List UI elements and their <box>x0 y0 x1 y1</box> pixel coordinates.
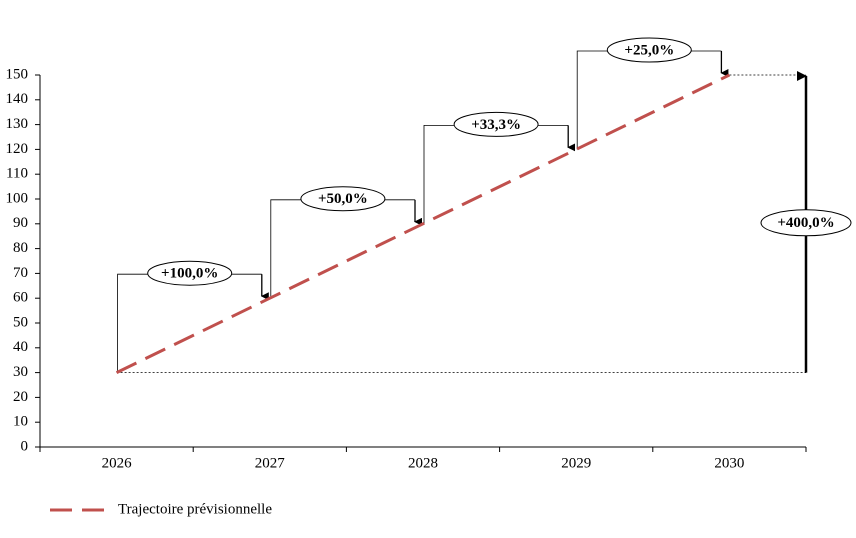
x-tick-label: 2030 <box>714 455 744 471</box>
y-tick-label: 50 <box>13 314 28 330</box>
y-tick-label: 60 <box>13 290 28 306</box>
annotation-bubble <box>300 186 386 212</box>
x-tick-label: 2028 <box>408 455 438 471</box>
annotation: +25,0% <box>624 42 674 58</box>
legend-label: Trajectoire prévisionnelle <box>118 501 272 517</box>
annotation: +100,0% <box>161 266 218 282</box>
y-tick-label: 40 <box>13 339 28 355</box>
y-tick-label: 90 <box>13 215 28 231</box>
y-tick-label: 130 <box>6 116 29 132</box>
x-tick-label: 2026 <box>102 455 133 471</box>
data-line <box>115 73 731 374</box>
y-tick-label: 100 <box>6 190 29 206</box>
annotation-bubble <box>760 209 852 237</box>
annotation-bubble <box>606 37 692 63</box>
y-tick-label: 120 <box>6 141 29 157</box>
y-tick-label: 0 <box>21 438 29 454</box>
annotation-bubble <box>453 111 539 137</box>
y-tick-label: 30 <box>13 364 28 380</box>
y-tick-label: 110 <box>6 166 28 182</box>
y-tick-label: 150 <box>6 66 29 82</box>
step-bracket <box>423 125 569 224</box>
annotation: +400,0% <box>777 215 834 231</box>
annotation-bubble <box>147 260 233 286</box>
y-tick-label: 140 <box>6 91 29 107</box>
x-tick-label: 2027 <box>255 455 286 471</box>
step-bracket <box>117 273 262 373</box>
x-tick-label: 2029 <box>561 455 591 471</box>
y-tick-label: 80 <box>13 240 28 256</box>
y-tick-label: 10 <box>13 414 28 430</box>
annotation: +50,0% <box>318 191 368 207</box>
step-bracket <box>576 50 722 150</box>
y-tick-label: 70 <box>13 265 28 281</box>
y-tick-label: 20 <box>13 389 28 405</box>
annotation: +33,3% <box>471 117 521 133</box>
step-bracket <box>270 199 415 299</box>
